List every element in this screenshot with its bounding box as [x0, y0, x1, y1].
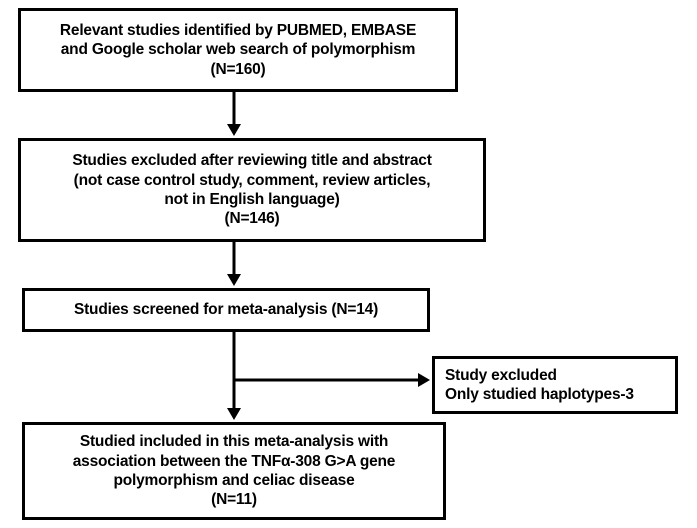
box1-line1: Relevant studies identified by PUBMED, E…: [60, 21, 416, 40]
box3-line1: Studies screened for meta-analysis (N=14…: [74, 300, 378, 319]
box5-line1: Studied included in this meta-analysis w…: [80, 432, 388, 451]
box2-line1: Studies excluded after reviewing title a…: [72, 151, 431, 170]
arrow-2: [224, 242, 244, 286]
flow-box-excluded-title-abstract: Studies excluded after reviewing title a…: [18, 138, 486, 242]
box1-line2: and Google scholar web search of polymor…: [61, 40, 415, 59]
flowchart-canvas: Relevant studies identified by PUBMED, E…: [0, 0, 697, 528]
flow-box-screened: Studies screened for meta-analysis (N=14…: [22, 288, 430, 332]
box1-line3: (N=160): [210, 60, 265, 79]
box2-line4: (N=146): [224, 209, 279, 228]
arrow-4: [234, 370, 430, 390]
flow-box-excluded-haplotypes: Study excluded Only studied haplotypes-3: [432, 356, 678, 414]
box5-line3: polymorphism and celiac disease: [113, 471, 354, 490]
box5-line2: association between the TNFα-308 G>A gen…: [73, 452, 395, 471]
box5-line4: (N=11): [211, 490, 257, 509]
box4-line2: Only studied haplotypes-3: [445, 385, 665, 404]
box2-line2: (not case control study, comment, review…: [74, 171, 431, 190]
box4-line1: Study excluded: [445, 366, 665, 385]
flow-box-identified: Relevant studies identified by PUBMED, E…: [18, 8, 458, 92]
arrow-1: [224, 92, 244, 136]
flow-box-included: Studied included in this meta-analysis w…: [22, 422, 446, 520]
box2-line3: not in English language): [164, 190, 339, 209]
